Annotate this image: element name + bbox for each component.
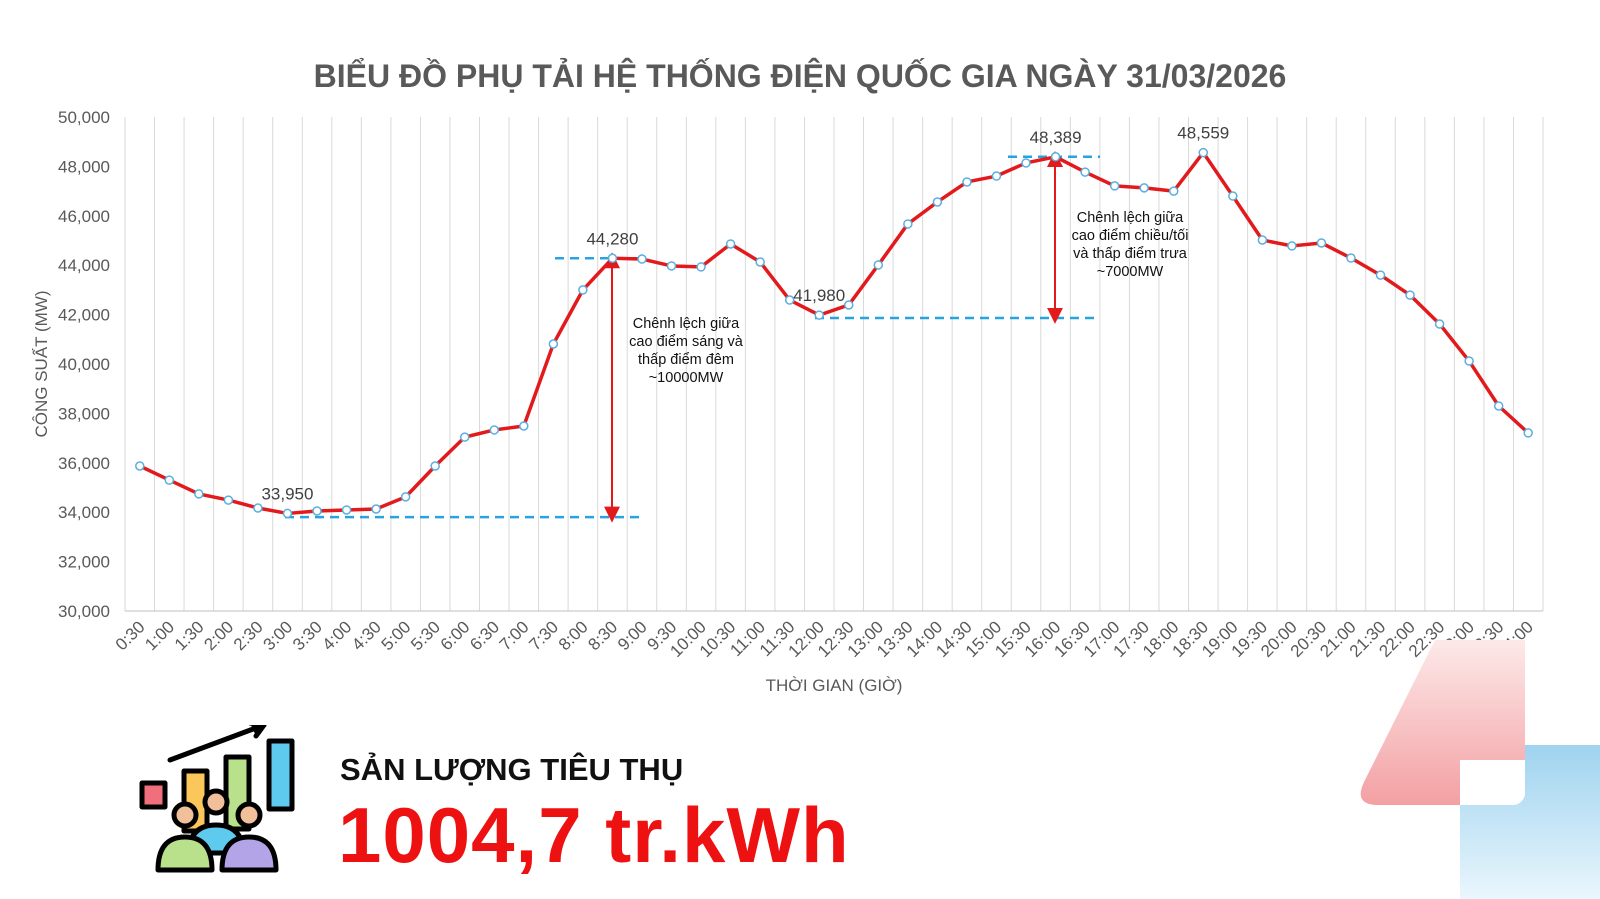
data-point xyxy=(282,508,293,519)
annotation-text: ~10000MW xyxy=(649,370,724,386)
data-point xyxy=(1139,183,1149,193)
data-label: 41,980 xyxy=(793,286,845,305)
data-point xyxy=(755,257,765,267)
y-tick-label: 34,000 xyxy=(58,503,110,522)
data-point xyxy=(1375,270,1386,280)
data-point xyxy=(548,339,559,349)
data-point xyxy=(1405,290,1415,300)
data-point xyxy=(991,171,1002,181)
load-chart: 30,000 32,000 34,000 36,000 38,000 40,000 42,0… xyxy=(32,108,1544,695)
data-point xyxy=(666,261,677,271)
data-point xyxy=(519,421,529,431)
summary-label: SẢN LƯỢNG TIÊU THỤ xyxy=(340,752,684,787)
annotation-text: cao điểm chiều/tối xyxy=(1072,228,1189,244)
load-series-line xyxy=(139,150,1530,516)
data-point xyxy=(637,254,647,264)
data-point xyxy=(1168,186,1179,196)
annotation-text: ~7000MW xyxy=(1097,264,1164,280)
data-point xyxy=(135,461,145,471)
data-point xyxy=(164,475,175,485)
data-point xyxy=(253,503,263,513)
data-point xyxy=(371,504,381,514)
chart-title: BIỂU ĐỒ PHỤ TẢI HỆ THỐNG ĐIỆN QUỐC GIA N… xyxy=(313,58,1287,94)
data-point xyxy=(341,505,352,515)
annotation-text: cao điểm sáng và xyxy=(629,334,744,350)
data-point xyxy=(814,310,824,320)
data-point xyxy=(903,219,913,229)
data-point xyxy=(223,495,234,505)
data-point xyxy=(1464,356,1474,366)
annotation-text: thấp điểm đêm xyxy=(638,352,734,368)
y-tick-label: 48,000 xyxy=(58,157,110,176)
y-tick-label: 30,000 xyxy=(58,602,110,621)
annotation-text: Chênh lệch giữa xyxy=(633,316,740,332)
data-point xyxy=(1287,241,1297,251)
x-tick-label: 4:30 xyxy=(348,617,385,654)
data-point xyxy=(1050,152,1061,162)
summary-value: 1004,7 tr.kWh xyxy=(338,791,850,879)
data-point xyxy=(725,239,736,249)
data-point xyxy=(194,489,204,499)
consumption-growth-icon xyxy=(139,725,295,873)
x-tick-label: 2:30 xyxy=(230,617,267,654)
data-point xyxy=(962,177,972,187)
y-tick-label: 38,000 xyxy=(58,404,110,423)
data-point xyxy=(784,295,795,305)
data-point xyxy=(489,425,500,435)
y-tick-label: 50,000 xyxy=(58,108,110,127)
x-tick-label: 2:00 xyxy=(200,617,237,654)
data-point xyxy=(1228,191,1238,201)
data-label: 48,559 xyxy=(1177,124,1229,143)
data-point xyxy=(312,506,322,516)
x-tick-label: 3:00 xyxy=(259,617,296,654)
y-axis-title: CÔNG SUẤT (MW) xyxy=(32,290,51,437)
data-label: 48,389 xyxy=(1030,128,1082,147)
data-label: 33,950 xyxy=(261,484,313,503)
data-point xyxy=(844,300,854,310)
data-point xyxy=(1021,158,1031,168)
y-tick-label: 44,000 xyxy=(58,256,110,275)
x-tick-label: 9:00 xyxy=(614,617,651,654)
data-point xyxy=(607,253,618,264)
data-point xyxy=(400,492,411,502)
x-tick-label: 6:30 xyxy=(466,617,503,654)
data-point xyxy=(1434,319,1445,329)
data-point xyxy=(1109,181,1120,191)
data-point xyxy=(1198,147,1209,158)
y-tick-label: 46,000 xyxy=(58,207,110,226)
x-tick-label: 0:30 xyxy=(112,617,149,654)
x-tick-label: 5:00 xyxy=(378,617,415,654)
data-point xyxy=(696,262,706,272)
data-point xyxy=(1080,167,1090,177)
x-tick-label: 6:00 xyxy=(437,617,474,654)
data-point xyxy=(430,461,440,471)
y-tick-label: 42,000 xyxy=(58,306,110,325)
decorative-logo-shape xyxy=(1360,640,1600,899)
data-label: 44,280 xyxy=(586,229,638,248)
y-tick-label: 40,000 xyxy=(58,355,110,374)
data-point xyxy=(1523,428,1533,438)
x-tick-label: 7:00 xyxy=(496,617,533,654)
data-point xyxy=(873,260,884,270)
x-tick-label: 3:30 xyxy=(289,617,326,654)
data-point xyxy=(1346,253,1356,263)
x-tick-label: 1:00 xyxy=(141,617,178,654)
data-point xyxy=(932,197,943,207)
annotation-text: và thấp điểm trưa xyxy=(1073,246,1188,262)
y-tick-label: 32,000 xyxy=(58,553,110,572)
x-tick-label: 5:30 xyxy=(407,617,444,654)
data-point xyxy=(459,432,470,442)
x-tick-label: 8:00 xyxy=(555,617,592,654)
y-tick-label: 36,000 xyxy=(58,454,110,473)
annotation-text: Chênh lệch giữa xyxy=(1077,210,1184,226)
data-point xyxy=(1493,401,1504,411)
x-tick-label: 7:30 xyxy=(525,617,562,654)
data-point xyxy=(1316,238,1327,248)
data-point xyxy=(578,285,588,295)
x-tick-label: 4:00 xyxy=(319,617,356,654)
x-axis-title: THỜI GIAN (GIỜ) xyxy=(766,676,903,695)
x-tick-label: 1:30 xyxy=(171,617,208,654)
data-point xyxy=(1257,235,1268,245)
x-tick-label: 8:30 xyxy=(584,617,621,654)
